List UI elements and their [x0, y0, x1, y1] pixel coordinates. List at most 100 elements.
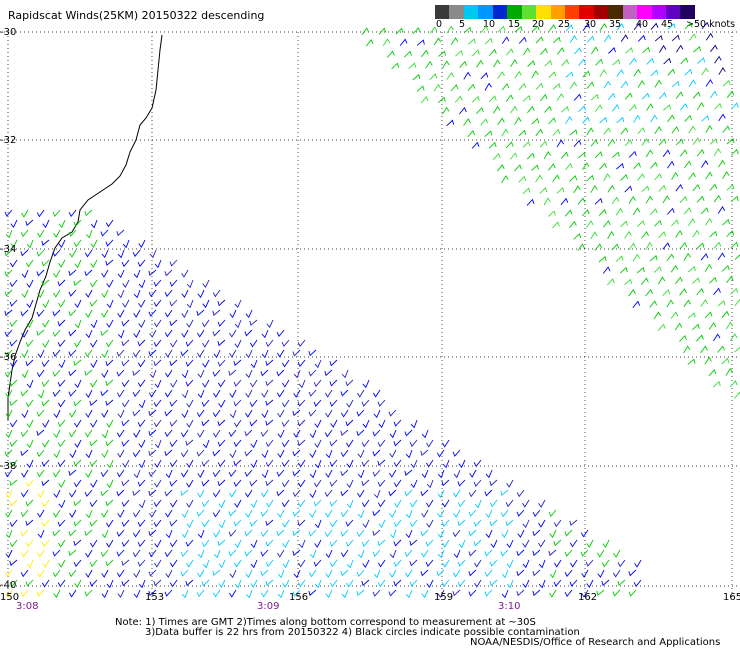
wind-barb [667, 160, 675, 169]
wind-barb [645, 241, 653, 250]
wind-barb [598, 255, 607, 263]
wind-barb [53, 589, 61, 598]
wind-barb [633, 162, 641, 170]
wind-barb [492, 153, 501, 161]
wind-barb [186, 279, 194, 289]
wind-barb [4, 289, 13, 297]
wind-barb [73, 219, 82, 227]
wind-barb [132, 509, 141, 518]
wind-barb [309, 449, 317, 459]
wind-barb [405, 589, 413, 599]
wind-barb [201, 399, 210, 407]
wind-barb [372, 549, 381, 558]
wind-barb [169, 419, 178, 427]
wind-barb [186, 499, 194, 508]
wind-barb [185, 339, 194, 347]
legend-label: 45 [661, 19, 674, 30]
wind-barb [586, 174, 595, 182]
wind-barb [446, 25, 454, 34]
wind-barb [121, 439, 130, 447]
wind-barb [25, 539, 34, 548]
wind-barb [149, 249, 157, 259]
wind-barb [217, 439, 226, 447]
wind-barb [245, 369, 253, 379]
wind-barb [373, 409, 381, 419]
wind-barb [202, 559, 210, 569]
wind-barb [10, 239, 18, 249]
wind-barb [538, 539, 546, 548]
wind-barb [298, 379, 306, 389]
wind-barb [153, 299, 162, 308]
wind-barb [325, 409, 333, 418]
wind-barb [726, 275, 734, 284]
wind-barb [389, 529, 397, 539]
wind-barb [675, 91, 684, 99]
wind-barb [357, 509, 365, 519]
wind-barb [705, 217, 713, 226]
wind-barb [666, 207, 675, 215]
wind-barb [701, 115, 710, 122]
wind-barb [633, 22, 642, 31]
wind-barb [453, 509, 461, 518]
wind-barb [228, 429, 237, 438]
wind-barb [580, 529, 589, 538]
wind-barb [122, 239, 130, 249]
wind-barb [101, 289, 109, 298]
wind-barb [429, 73, 438, 81]
wind-barb [148, 349, 157, 357]
wind-barb [372, 509, 381, 517]
wind-barb [85, 329, 93, 339]
wind-barb [5, 549, 13, 559]
wind-barb [25, 499, 34, 507]
wind-barb [705, 125, 713, 134]
wind-barb [308, 389, 317, 397]
wind-barb [154, 259, 162, 269]
wind-barb [68, 529, 77, 537]
wind-barb [105, 399, 114, 407]
wind-barb [234, 539, 242, 549]
wind-barb [101, 409, 109, 418]
wind-barb [329, 519, 338, 528]
wind-barb [547, 210, 556, 217]
wind-barb [212, 329, 221, 337]
wind-barb [594, 243, 603, 251]
wind-barb [42, 339, 50, 348]
wind-barb [607, 92, 616, 101]
wind-barb [473, 479, 482, 487]
wind-barb [101, 449, 109, 459]
wind-barb [516, 489, 525, 498]
wind-barb [632, 253, 640, 262]
wind-barb [68, 369, 77, 377]
wind-barb [680, 57, 689, 65]
wind-barb [516, 549, 525, 557]
wind-barb [489, 519, 498, 527]
wind-barb [41, 539, 50, 548]
wind-barb [325, 509, 333, 518]
wind-barb [5, 529, 13, 539]
wind-barb [709, 230, 718, 238]
wind-barb [704, 356, 712, 365]
wind-barb [229, 489, 237, 498]
wind-barb [116, 489, 125, 497]
wind-barb [26, 319, 34, 329]
wind-barb [450, 84, 459, 92]
wind-barb [608, 47, 616, 54]
legend-swatch [536, 5, 551, 19]
legend-swatch [564, 5, 580, 19]
wind-barb [37, 509, 45, 518]
wind-barb [84, 249, 93, 258]
wind-barb [538, 519, 546, 528]
wind-barb [654, 173, 662, 181]
wind-barb [37, 389, 45, 399]
wind-barb [453, 489, 461, 498]
wind-barb [569, 129, 578, 136]
wind-barb [201, 579, 210, 587]
wind-barb [212, 449, 221, 457]
wind-barb [389, 469, 397, 478]
wind-barb [9, 339, 18, 347]
wind-barb [148, 529, 157, 537]
wind-barb [409, 519, 418, 528]
wind-barb [532, 509, 541, 518]
wind-barb [725, 367, 733, 376]
wind-barb [615, 207, 624, 216]
